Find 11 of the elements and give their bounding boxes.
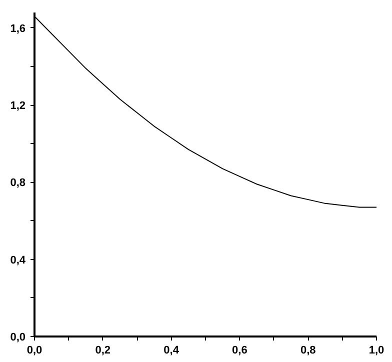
x-tick-label: 0,0 [26,344,42,356]
y-tick-label: 0,0 [10,332,26,344]
x-tick-label: 0,8 [300,344,316,356]
y-tick-label: 1,6 [10,22,26,35]
x-tick-label: 0,2 [95,344,111,356]
x-tick-label: 0,6 [232,344,248,356]
y-tick-label: 0,8 [10,177,26,190]
y-tick-label: 1,2 [10,100,26,112]
x-tick-label: 0,4 [164,344,180,356]
x-tick-label: 1,0 [368,344,384,356]
y-tick-label: 0,4 [10,254,26,266]
